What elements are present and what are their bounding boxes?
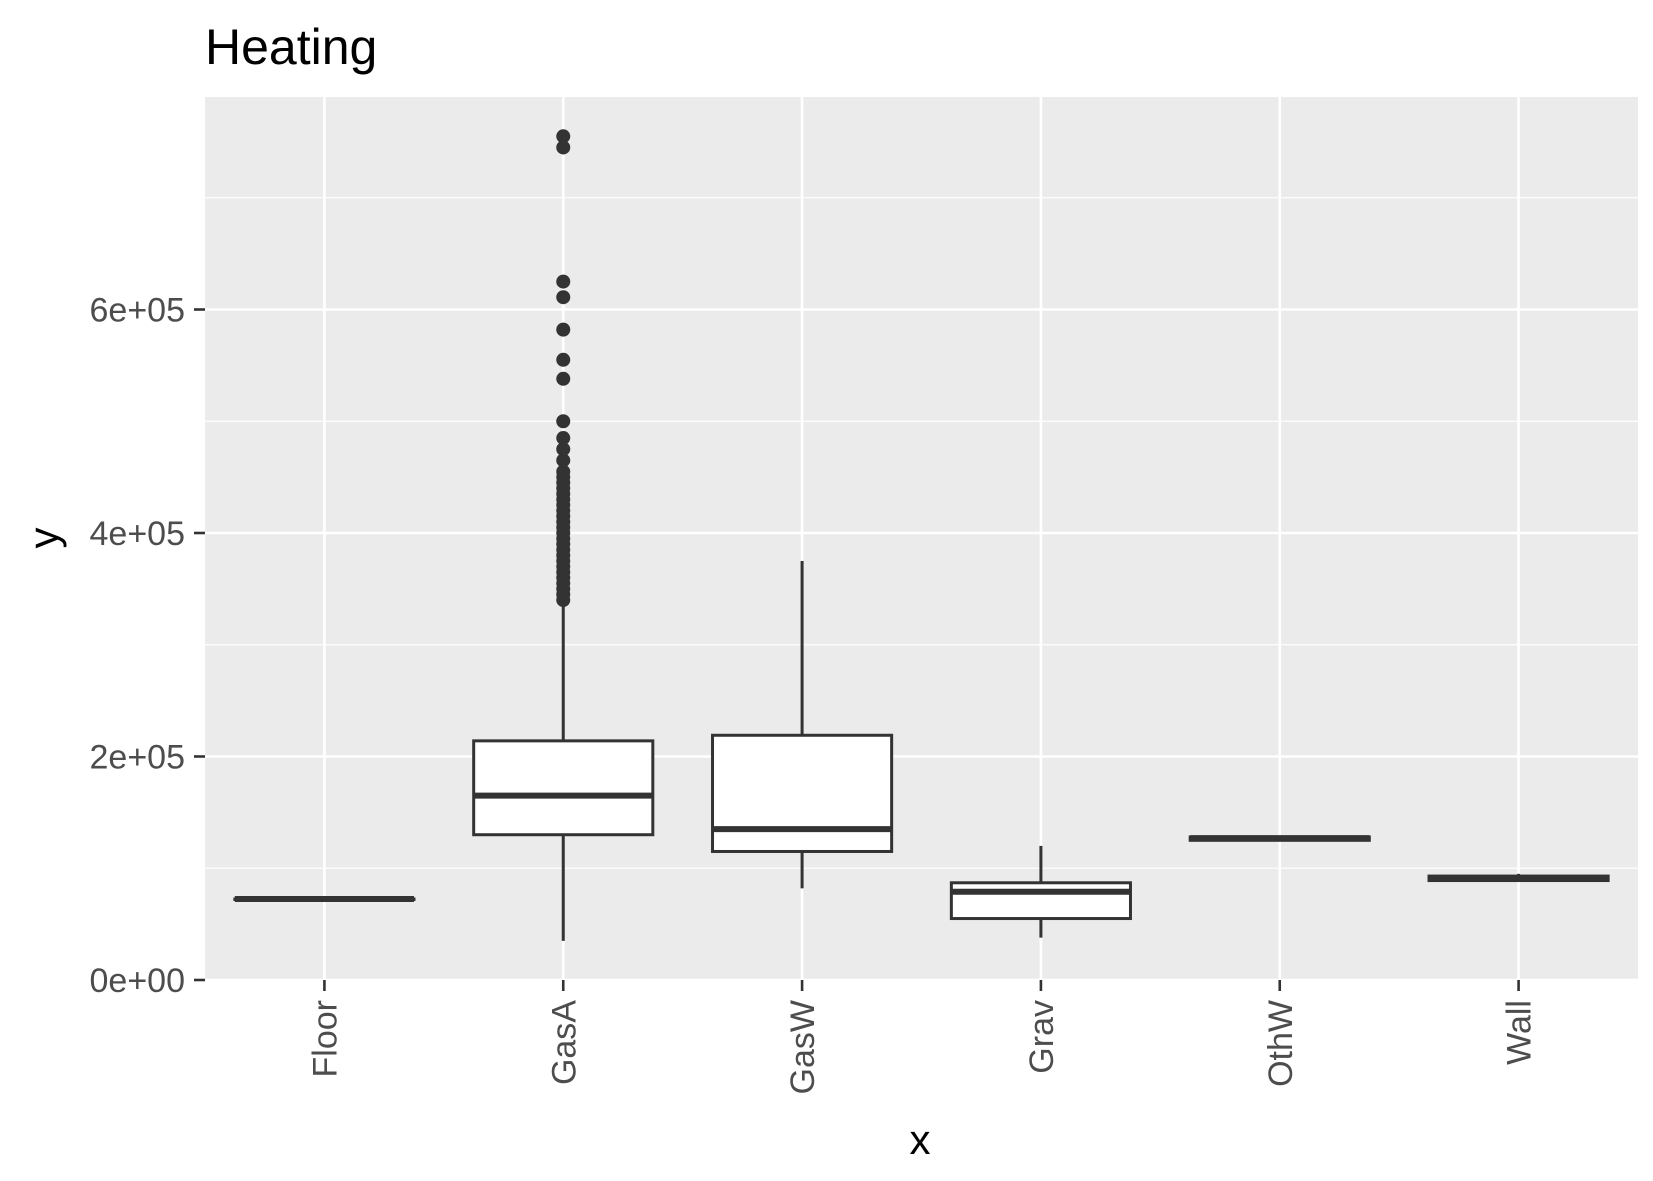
box-othw (1188, 835, 1371, 842)
outlier-point (556, 290, 571, 305)
box-body (949, 881, 1132, 921)
outlier-point (556, 464, 571, 479)
outlier-point (556, 371, 571, 386)
y-tick-label: 0e+00 (90, 962, 186, 1000)
grid-lines (205, 97, 1638, 982)
x-tick-label: OthW (1262, 1000, 1300, 1087)
outlier-point (556, 140, 571, 155)
outlier-point (556, 431, 571, 446)
outlier-point (556, 322, 571, 337)
axes: 0e+00 2e+05 4e+05 6e+05 Floor GasA GasW Grav Oth… (90, 292, 1539, 1095)
x-tick-label: Floor (306, 1000, 344, 1077)
box-floor (233, 895, 416, 902)
box-gasa (472, 129, 655, 941)
outlier-point (556, 442, 571, 457)
outlier-point (556, 352, 571, 367)
outlier-point (556, 129, 571, 144)
box-wall (1427, 873, 1610, 883)
x-tick-label: Wall (1501, 1000, 1539, 1065)
outlier-point (556, 414, 571, 429)
x-tick-label: GasA (545, 1000, 583, 1085)
y-axis-title: y (20, 528, 67, 549)
y-tick-label: 2e+05 (90, 739, 186, 777)
outlier-point (556, 274, 571, 289)
box-grav (949, 845, 1132, 938)
boxes (233, 129, 1610, 941)
outlier-point (556, 453, 571, 468)
y-tick-label: 6e+05 (90, 292, 186, 330)
chart-title: Heating (205, 19, 377, 75)
x-tick-label: Grav (1023, 1000, 1061, 1074)
x-axis-title: x (910, 1116, 931, 1163)
box-body (711, 733, 894, 853)
x-tick-label: GasW (784, 1000, 822, 1094)
box-body (472, 739, 655, 837)
box-gasw (711, 560, 894, 889)
y-tick-label: 4e+05 (90, 515, 186, 553)
plot-panel (205, 97, 1638, 980)
